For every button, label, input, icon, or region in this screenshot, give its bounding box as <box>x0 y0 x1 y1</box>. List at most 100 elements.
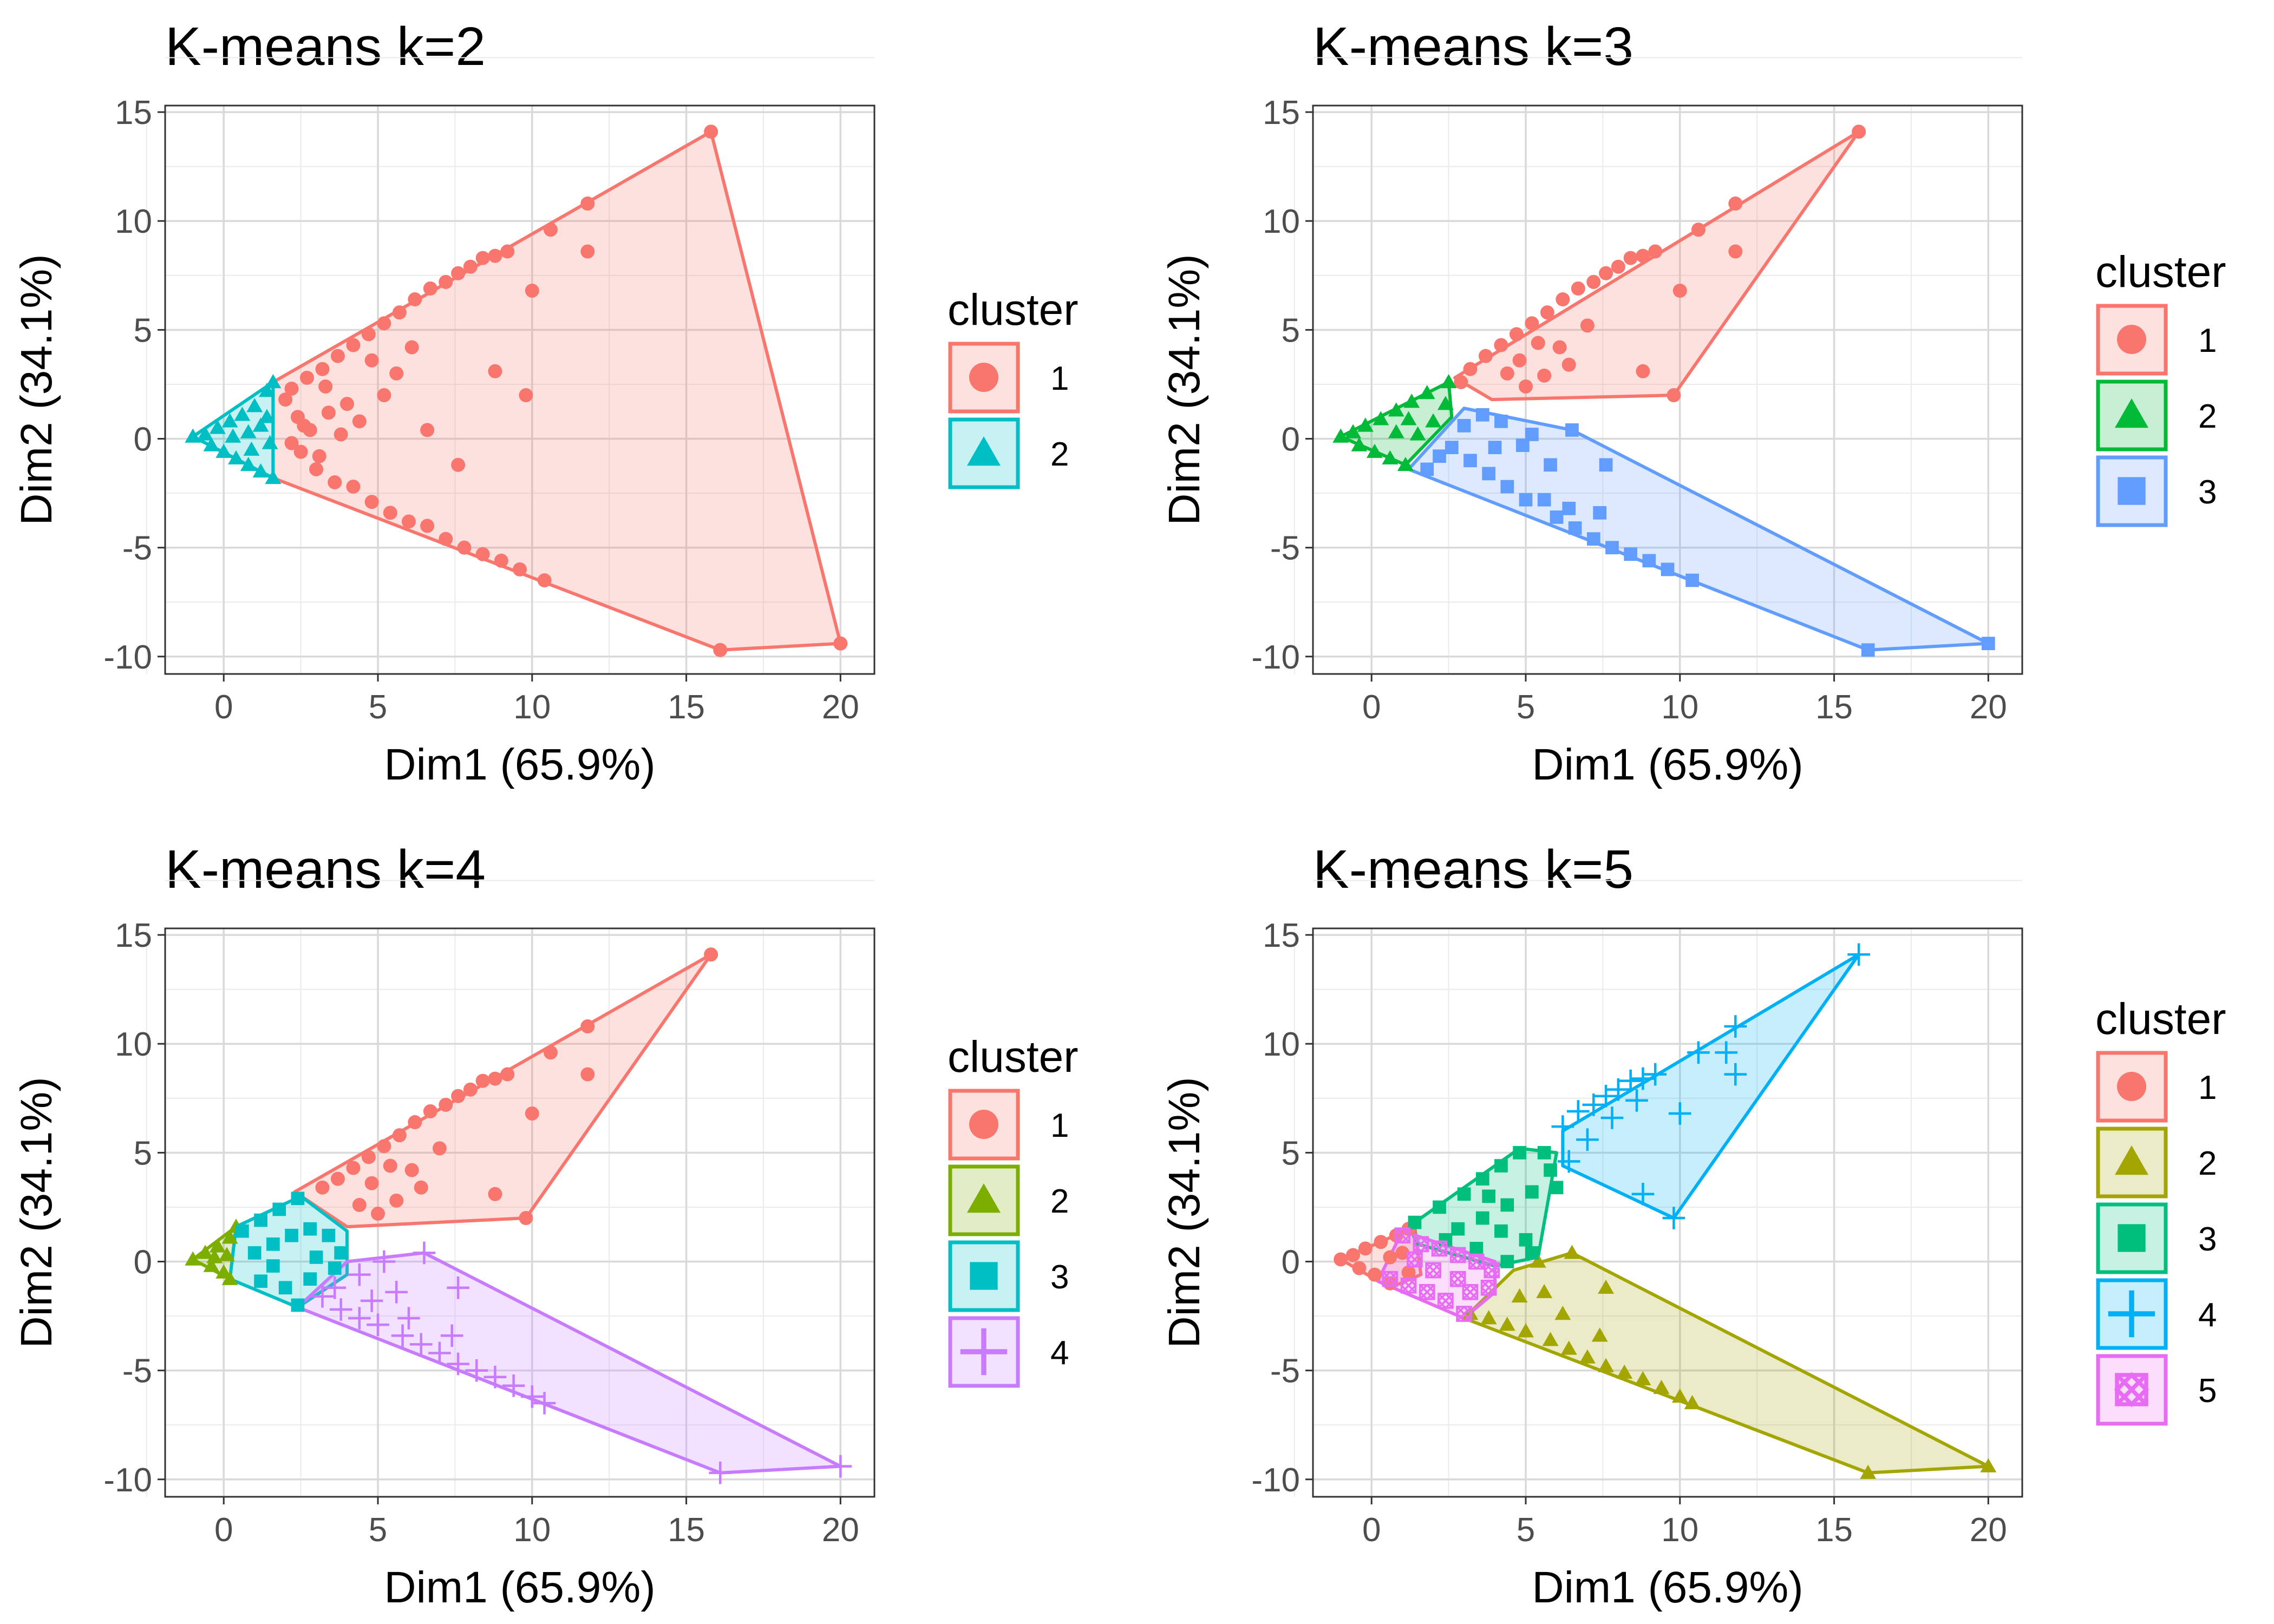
y-tick-label: -10 <box>103 639 152 676</box>
cluster-3-point <box>291 1298 305 1312</box>
axes: 0 5 10 15 20 -10 -5 0 5 10 15 Dim1 (65.9%) Dim2 (34.… <box>12 917 859 1612</box>
cluster-4-point <box>533 1392 556 1415</box>
cluster-1-point <box>414 1180 428 1195</box>
x-tick-label: 0 <box>1362 1511 1381 1549</box>
cluster-3-point <box>1475 408 1489 422</box>
y-tick-label: 5 <box>1282 312 1300 349</box>
x-tick-label: 10 <box>513 1511 551 1549</box>
cluster-3-point <box>1624 547 1638 561</box>
cluster-2-point <box>1653 1379 1670 1394</box>
cluster-4-point <box>1582 1093 1605 1116</box>
cluster-1-point <box>1623 251 1638 265</box>
plot-border <box>1312 104 2023 675</box>
cluster-2-point <box>1409 426 1426 441</box>
y-tick-label: 0 <box>1282 421 1300 459</box>
cluster-4-point <box>1600 1106 1624 1129</box>
cluster-3-point <box>1433 449 1446 463</box>
cluster-2-point <box>1980 1458 1997 1472</box>
y-tick-label: 0 <box>1282 1244 1300 1281</box>
x-tick-label: 20 <box>822 1511 859 1549</box>
cluster-4-point <box>409 1333 433 1356</box>
cluster-5-point <box>1412 1235 1429 1253</box>
cluster-4-point <box>348 1307 371 1330</box>
cluster-2-point <box>197 426 213 441</box>
cluster-1-point <box>1383 1250 1397 1265</box>
cluster-2-point <box>197 1245 213 1259</box>
cluster-1-point <box>439 1097 453 1112</box>
cluster-1-point <box>494 553 508 568</box>
cluster-1-point <box>284 436 299 450</box>
cluster-1-point <box>1540 305 1554 320</box>
legend-marker-2 <box>2114 1145 2149 1175</box>
y-tick-label: 10 <box>1263 203 1300 240</box>
cluster-1-point <box>1552 340 1567 355</box>
cluster-3-point <box>1861 643 1875 657</box>
cluster-1-point <box>361 1150 376 1164</box>
cluster-3-point <box>1537 493 1551 507</box>
cluster-3-point <box>1494 1159 1508 1173</box>
legend-label-5: 5 <box>2198 1372 2217 1410</box>
x-tick-label: 20 <box>822 689 859 726</box>
cluster-2-point <box>203 1258 220 1272</box>
cluster-5-point <box>1430 1240 1448 1257</box>
cluster-1-point <box>364 353 379 368</box>
cluster-1-point <box>371 1207 385 1221</box>
cluster-1-point <box>713 643 728 657</box>
cluster-1-point <box>1537 368 1552 383</box>
cluster-3-point <box>1500 480 1514 494</box>
cluster-5-point <box>1449 1246 1467 1264</box>
cluster-1-point <box>1531 336 1545 350</box>
cluster-3-point <box>278 1281 292 1295</box>
cluster-5-point <box>1468 1253 1485 1271</box>
cluster-1-point <box>1611 259 1625 274</box>
cluster-1-point <box>404 340 419 355</box>
legend-marker-4 <box>960 1328 1008 1376</box>
cluster-3-point <box>1445 441 1459 454</box>
cluster-1-point <box>423 1104 437 1118</box>
y-axis-label: Dim2 (34.1%) <box>1160 254 1209 525</box>
cluster-1-point <box>408 1115 422 1130</box>
cluster-2-point <box>252 417 269 432</box>
cluster-2-point <box>1403 394 1420 408</box>
chart-title: K-means k=3 <box>1313 16 1633 77</box>
cluster-2-point <box>1560 1340 1577 1355</box>
cluster-1-point <box>1334 1252 1348 1267</box>
cluster-1-point <box>346 1161 361 1175</box>
cluster-5-points <box>1381 1227 1500 1322</box>
cluster-1-point <box>420 519 435 533</box>
legend-marker-2 <box>966 436 1001 466</box>
legend-marker-2 <box>966 1183 1001 1213</box>
cluster-4-hull <box>296 1251 842 1475</box>
cluster-2-point <box>203 437 220 451</box>
cluster-1-point <box>451 457 466 472</box>
legend-key-2 <box>2096 1127 2168 1199</box>
cluster-3-point <box>1420 462 1434 476</box>
panel-k2: K-means k=2 0 5 10 15 20 -10 -5 0 5 10 15 Dim1 (65.9… <box>12 16 1079 789</box>
cluster-2-points <box>185 374 282 484</box>
cluster-1-point <box>377 1139 391 1154</box>
cluster-4-point <box>440 1324 463 1347</box>
cluster-2-point <box>218 1247 235 1261</box>
cluster-3-point <box>1519 1233 1533 1247</box>
cluster-2-point <box>1616 1364 1633 1379</box>
x-tick-label: 5 <box>369 1511 387 1549</box>
x-tick-label: 15 <box>668 1511 705 1549</box>
cluster-3-point <box>1515 438 1530 452</box>
cluster-5-point <box>1419 1284 1436 1301</box>
cluster-1-point <box>525 283 539 298</box>
cluster-3-point <box>1642 554 1656 568</box>
cluster-3-point <box>1457 419 1471 433</box>
x-tick-label: 5 <box>1517 1511 1535 1549</box>
cluster-3-point <box>1981 637 1995 651</box>
cluster-3-point <box>1482 1189 1496 1203</box>
cluster-1-point <box>392 305 407 320</box>
cluster-1-point <box>364 1176 379 1190</box>
cluster-2-point <box>1554 1306 1571 1320</box>
cluster-1-point <box>1395 1246 1410 1260</box>
legend-title: cluster <box>948 1032 1079 1082</box>
cluster-4-point <box>1662 1207 1685 1229</box>
cluster-5-point <box>1406 1250 1423 1268</box>
cluster-1-point <box>392 1128 407 1143</box>
legend-marker-3 <box>2118 477 2146 505</box>
